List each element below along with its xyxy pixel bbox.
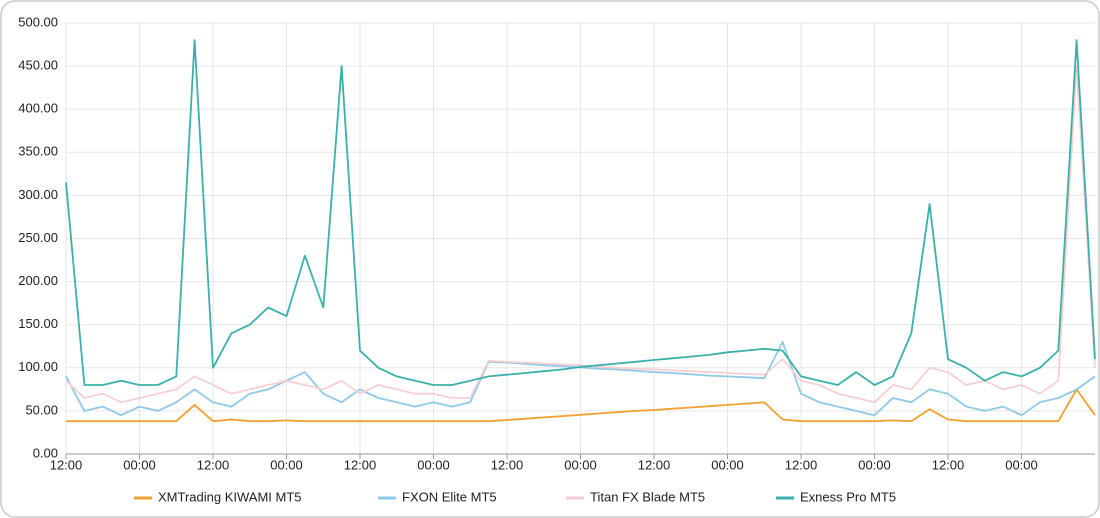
x-tick-label: 12:00 xyxy=(50,457,83,472)
y-tick-label: 450.00 xyxy=(18,58,58,73)
x-tick-label: 00:00 xyxy=(417,457,450,472)
y-tick-label: 150.00 xyxy=(18,316,58,331)
x-tick-label: 00:00 xyxy=(858,457,891,472)
series-line xyxy=(65,39,1096,386)
y-tick-label: 500.00 xyxy=(18,14,58,29)
x-tick-label: 12:00 xyxy=(491,457,524,472)
y-tick-label: 50.00 xyxy=(25,402,58,417)
y-tick-label: 100.00 xyxy=(18,359,58,374)
legend-label: Titan FX Blade MT5 xyxy=(590,489,705,504)
x-tick-label: 00:00 xyxy=(564,457,597,472)
y-tick-label: 300.00 xyxy=(18,187,58,202)
y-tick-label: 250.00 xyxy=(18,230,58,245)
x-tick-label: 12:00 xyxy=(785,457,818,472)
x-tick-label: 00:00 xyxy=(1005,457,1038,472)
y-tick-label: 400.00 xyxy=(18,101,58,116)
x-tick-label: 12:00 xyxy=(932,457,965,472)
x-tick-label: 00:00 xyxy=(711,457,744,472)
series-line xyxy=(66,388,1096,423)
x-tick-label: 12:00 xyxy=(344,457,377,472)
x-tick-label: 12:00 xyxy=(638,457,671,472)
legend-label: Exness Pro MT5 xyxy=(800,489,896,504)
y-tick-label: 0.00 xyxy=(33,445,58,460)
y-tick-label: 350.00 xyxy=(18,144,58,159)
y-tick-label: 200.00 xyxy=(18,273,58,288)
legend-label: FXON Elite MT5 xyxy=(402,489,497,504)
x-tick-label: 12:00 xyxy=(197,457,230,472)
x-tick-label: 00:00 xyxy=(123,457,156,472)
series-line xyxy=(65,65,1096,404)
x-tick-label: 00:00 xyxy=(270,457,303,472)
legend-label: XMTrading KIWAMI MT5 xyxy=(158,489,302,504)
